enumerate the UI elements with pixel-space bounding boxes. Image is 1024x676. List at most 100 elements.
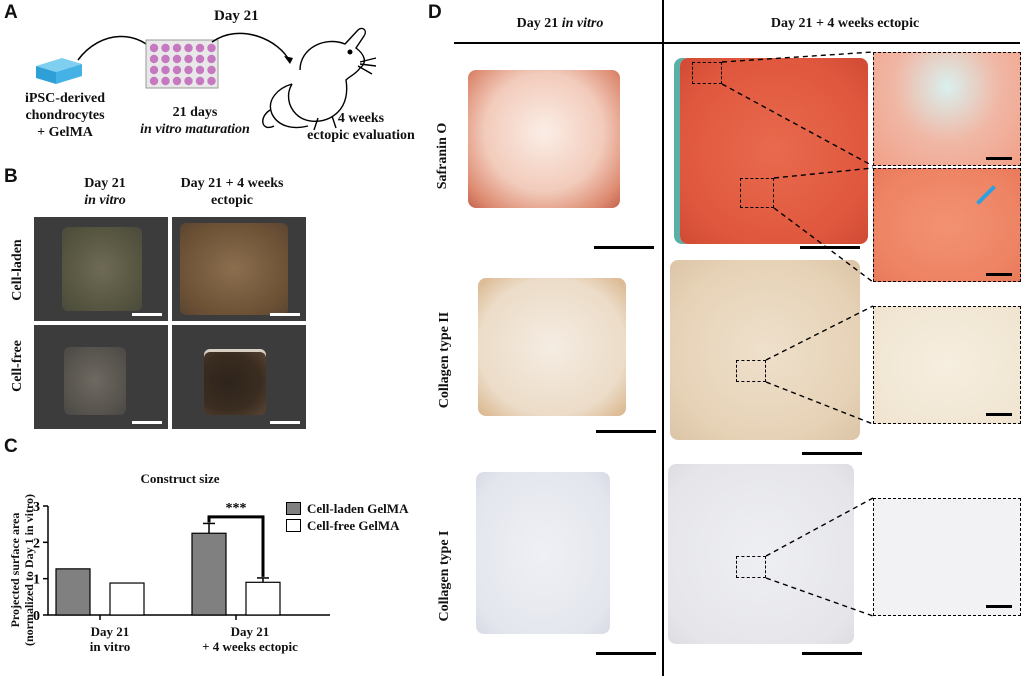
col2-ectopic-section xyxy=(670,260,860,440)
maturation-line-2: in vitro maturation xyxy=(130,121,260,138)
b-col1-line1: Day 21 xyxy=(84,176,126,191)
b-col2-header: Day 21 + 4 weeks ectopic xyxy=(162,175,302,209)
col1-inset xyxy=(873,498,1021,616)
bar xyxy=(109,582,145,616)
d-col2-header: Day 21 + 4 weeks ectopic xyxy=(770,16,920,31)
d-col1-header: Day 21 in vitro xyxy=(462,16,658,32)
maturation-italic: in vitro maturation xyxy=(140,122,250,137)
sample-cellladen-ectopic xyxy=(180,223,288,315)
panel-a-schematic xyxy=(36,27,377,131)
y-tick-label: 0 xyxy=(33,609,40,624)
ectopic-line-2: ectopic evaluation xyxy=(307,128,415,143)
well-icon xyxy=(161,76,170,86)
well-icon xyxy=(149,43,159,53)
chart-legend: Cell-laden GelMA Cell-free GelMA xyxy=(286,500,408,534)
well-icon xyxy=(207,43,216,53)
well-icon xyxy=(184,43,193,53)
well-icon xyxy=(207,65,216,75)
col2-inset xyxy=(873,306,1021,424)
source-line-3: + GelMA xyxy=(37,125,93,140)
well-icon xyxy=(184,65,193,75)
legend-label-cellladen: Cell-laden GelMA xyxy=(307,501,409,516)
safo-ectopic-section xyxy=(680,58,868,244)
well-icon xyxy=(161,43,170,53)
scalebar-d4 xyxy=(986,273,1012,276)
scalebar-d9 xyxy=(802,652,862,655)
scalebar-b4 xyxy=(270,421,300,424)
scalebar-d3 xyxy=(986,157,1012,160)
scalebar-b2 xyxy=(270,313,300,316)
d-vertical-divider xyxy=(662,0,664,676)
source-label: iPSC-derived chondrocytes + GelMA xyxy=(10,90,120,141)
sample-cellladen-invitro xyxy=(62,227,142,311)
source-line-1: iPSC-derived xyxy=(24,91,106,106)
scalebar-d2 xyxy=(800,246,860,249)
well-icon xyxy=(161,65,170,75)
sample-cellfree-invitro xyxy=(64,347,126,415)
b-col1-italic: in vitro xyxy=(84,193,126,208)
legend-item-cellfree: Cell-free GelMA xyxy=(286,517,408,534)
safo-roi-top xyxy=(692,62,722,84)
well-icon xyxy=(161,54,170,64)
legend-swatch-cellladen xyxy=(286,502,301,515)
scalebar-d10 xyxy=(986,605,1012,608)
photo-cellladen-ectopic xyxy=(172,217,306,321)
sample-cellfree-ectopic xyxy=(204,349,266,415)
chart-title: Construct size xyxy=(140,471,220,486)
scalebar-d7 xyxy=(986,413,1012,416)
bar xyxy=(191,532,227,616)
panel-a-letter: A xyxy=(4,2,18,23)
legend-label-cellfree: Cell-free GelMA xyxy=(307,518,400,533)
well-icon xyxy=(172,76,182,86)
significance-bracket xyxy=(207,515,265,577)
well-plate-icon xyxy=(145,39,219,89)
well-icon xyxy=(149,54,159,64)
well-icon xyxy=(149,76,159,86)
b-col1-header: Day 21 in vitro xyxy=(40,175,170,209)
well-icon xyxy=(207,54,216,64)
chart-xcat-1: Day 21 in vitro xyxy=(60,624,160,654)
scalebar-b1 xyxy=(132,313,162,316)
hydrogel-block-icon xyxy=(36,58,82,84)
mouse-icon xyxy=(262,27,377,131)
ectopic-label: 4 weeks ectopic evaluation xyxy=(296,110,426,144)
xcat1-line1: Day 21 xyxy=(90,624,130,639)
photo-cellfree-ectopic xyxy=(172,325,306,429)
col2-invitro-section xyxy=(478,278,626,416)
chart-xcat-2: Day 21 + 4 weeks ectopic xyxy=(180,624,320,654)
y-tick-label: 3 xyxy=(33,500,40,515)
source-line-2: chondrocytes xyxy=(25,108,105,123)
col1-invitro-section xyxy=(476,472,610,634)
bar xyxy=(55,568,91,616)
legend-swatch-cellfree xyxy=(286,519,301,532)
d-col1-italic: in vitro xyxy=(561,16,604,31)
d-col1-plain: Day 21 xyxy=(516,16,562,31)
scalebar-d5 xyxy=(596,430,656,433)
b-col1-line2: in vitro xyxy=(40,192,170,209)
maturation-label: 21 days in vitro maturation xyxy=(130,104,260,138)
scalebar-b3 xyxy=(132,421,162,424)
well-icon xyxy=(195,76,205,86)
col1-roi xyxy=(736,556,766,578)
scalebar-d6 xyxy=(802,452,862,455)
col2-roi xyxy=(736,360,766,382)
panel-b-letter: B xyxy=(4,166,18,187)
col1-ectopic-section xyxy=(668,464,854,644)
well-icon xyxy=(149,65,159,75)
well-icon xyxy=(195,65,205,75)
well-icon xyxy=(172,65,182,75)
photo-cellladen-invitro xyxy=(34,217,168,321)
xcat1-line2: in vitro xyxy=(89,639,131,654)
photo-cellfree-invitro xyxy=(34,325,168,429)
significance-label: *** xyxy=(226,501,247,516)
xcat2-line2: + 4 weeks ectopic xyxy=(202,639,298,654)
well-icon xyxy=(184,76,193,86)
panel-c-letter: C xyxy=(4,436,18,457)
panel-d-letter: D xyxy=(428,2,442,23)
d-header-rule xyxy=(454,42,1020,44)
y-tick-label: 2 xyxy=(33,536,40,551)
legend-item-cellladen: Cell-laden GelMA xyxy=(286,500,408,517)
construct-size-chart: 0 1 2 3 *** xyxy=(33,500,330,624)
day21-label: Day 21 xyxy=(214,8,259,24)
